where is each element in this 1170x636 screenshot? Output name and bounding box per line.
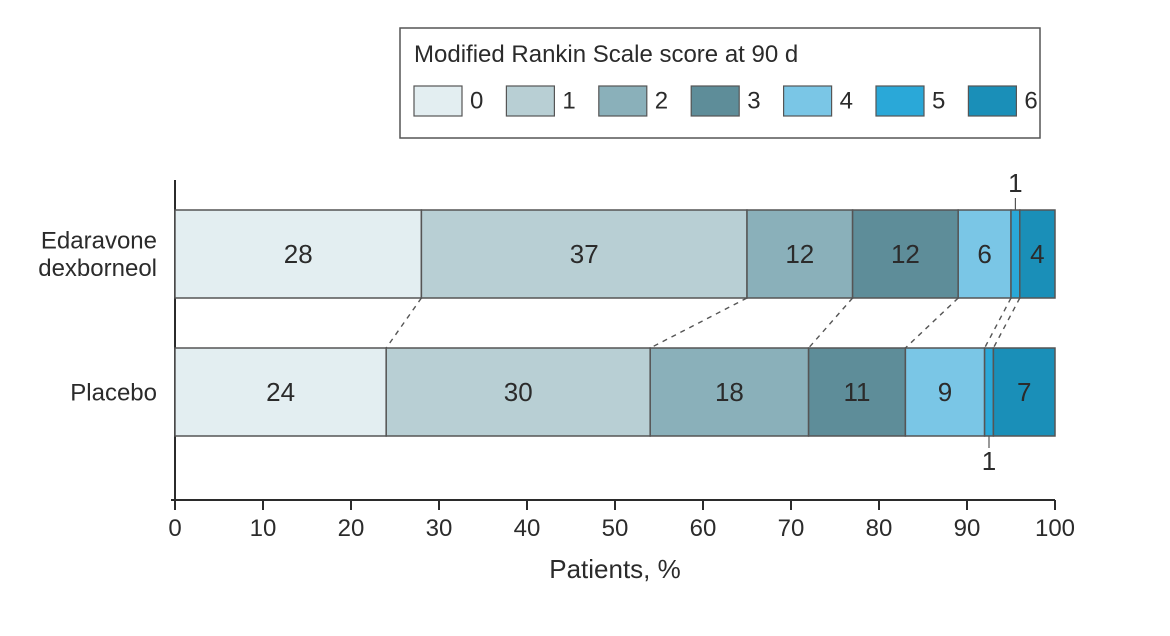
segment-value: 12 bbox=[891, 239, 920, 269]
legend-label: 5 bbox=[932, 88, 945, 115]
legend-swatch bbox=[968, 86, 1016, 116]
legend-label: 0 bbox=[470, 88, 483, 115]
connector-line bbox=[985, 298, 1011, 348]
legend: Modified Rankin Scale score at 90 d 0 1 2 3 4… bbox=[400, 28, 1040, 138]
segment-value: 9 bbox=[938, 377, 952, 407]
x-tick-label: 100 bbox=[1035, 515, 1075, 542]
x-tick-label: 40 bbox=[514, 515, 541, 542]
stacked-bar-chart: Modified Rankin Scale score at 90 d01234… bbox=[0, 0, 1170, 636]
x-tick-label: 80 bbox=[866, 515, 893, 542]
x-tick-label: 0 bbox=[168, 515, 181, 542]
segment-value: 18 bbox=[715, 377, 744, 407]
connector-line bbox=[905, 298, 958, 348]
category-label: Placebo bbox=[70, 379, 157, 406]
connector-line bbox=[993, 298, 1019, 348]
segment-value: 28 bbox=[284, 239, 313, 269]
legend-title: Modified Rankin Scale score at 90 d bbox=[414, 41, 798, 68]
x-tick-label: 10 bbox=[250, 515, 277, 542]
bars-group: Edaravonedexborneol 28 37 12 12 6 1 4 Placebo 24 3… bbox=[38, 168, 1055, 476]
legend-swatch bbox=[599, 86, 647, 116]
x-tick-label: 50 bbox=[602, 515, 629, 542]
legend-swatch bbox=[876, 86, 924, 116]
segment-value: 30 bbox=[504, 377, 533, 407]
x-tick-label: 20 bbox=[338, 515, 365, 542]
legend-label: 2 bbox=[655, 88, 668, 115]
segment-value: 37 bbox=[570, 239, 599, 269]
category-label: dexborneol bbox=[38, 255, 157, 282]
bar-segment bbox=[985, 348, 994, 436]
bar-segment bbox=[1011, 210, 1020, 298]
x-tick-label: 90 bbox=[954, 515, 981, 542]
legend-swatch bbox=[784, 86, 832, 116]
legend-label: 6 bbox=[1024, 88, 1037, 115]
x-tick-label: 60 bbox=[690, 515, 717, 542]
connector-line bbox=[809, 298, 853, 348]
segment-value: 12 bbox=[785, 239, 814, 269]
callout-value: 1 bbox=[982, 446, 996, 476]
segment-value: 11 bbox=[844, 377, 871, 407]
segment-value: 24 bbox=[266, 377, 295, 407]
segment-value: 6 bbox=[977, 239, 991, 269]
legend-label: 3 bbox=[747, 88, 760, 115]
x-tick-label: 70 bbox=[778, 515, 805, 542]
x-tick-label: 30 bbox=[426, 515, 453, 542]
legend-label: 1 bbox=[562, 88, 575, 115]
legend-label: 4 bbox=[840, 88, 853, 115]
callout-value: 1 bbox=[1008, 168, 1022, 198]
legend-swatch bbox=[691, 86, 739, 116]
chart-container: Modified Rankin Scale score at 90 d01234… bbox=[0, 0, 1170, 636]
x-axis-title: Patients, % bbox=[549, 554, 681, 584]
connector-line bbox=[386, 298, 421, 348]
category-label: Edaravone bbox=[41, 228, 157, 255]
legend-swatch bbox=[506, 86, 554, 116]
segment-value: 4 bbox=[1030, 239, 1044, 269]
segment-value: 7 bbox=[1017, 377, 1031, 407]
connector-line bbox=[650, 298, 747, 348]
legend-swatch bbox=[414, 86, 462, 116]
